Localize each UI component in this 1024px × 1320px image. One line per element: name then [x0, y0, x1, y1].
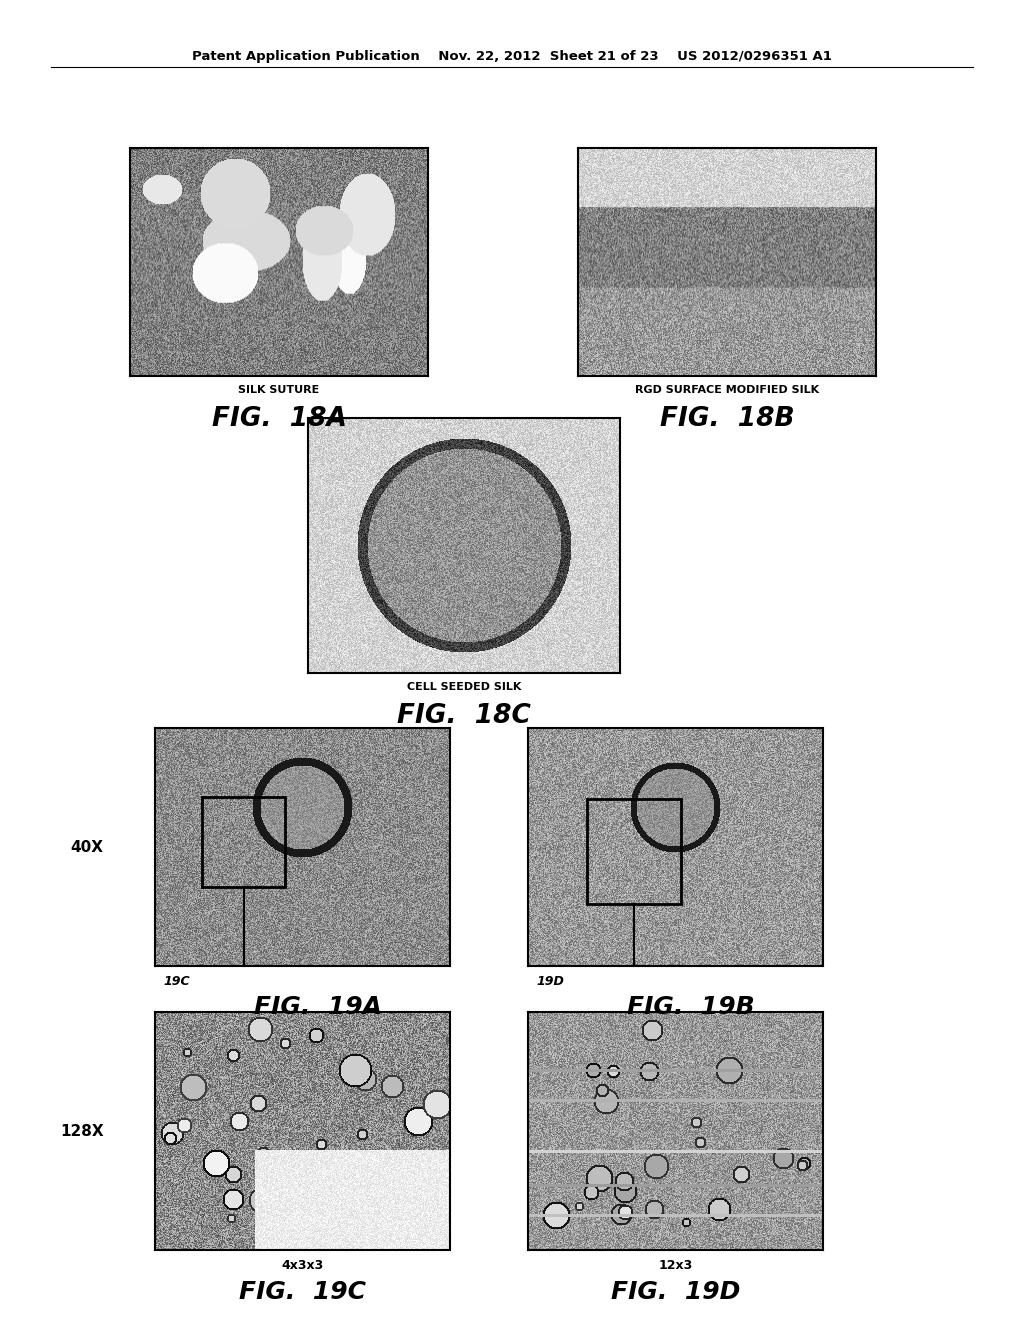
Text: SILK SUTURE: SILK SUTURE: [239, 385, 319, 395]
Text: 128X: 128X: [60, 1123, 103, 1138]
Text: FIG.  19A: FIG. 19A: [254, 995, 382, 1019]
Text: 40X: 40X: [71, 840, 103, 854]
Text: 4x3x3: 4x3x3: [282, 1259, 324, 1272]
Text: 12x3: 12x3: [658, 1259, 692, 1272]
Text: CELL SEEDED SILK: CELL SEEDED SILK: [407, 682, 521, 692]
Text: FIG.  18C: FIG. 18C: [397, 704, 530, 730]
Text: FIG.  19B: FIG. 19B: [627, 995, 755, 1019]
Text: Patent Application Publication    Nov. 22, 2012  Sheet 21 of 23    US 2012/02963: Patent Application Publication Nov. 22, …: [193, 50, 831, 63]
Text: FIG.  18B: FIG. 18B: [659, 407, 795, 433]
Text: 19D: 19D: [537, 975, 564, 989]
Text: RGD SURFACE MODIFIED SILK: RGD SURFACE MODIFIED SILK: [635, 385, 819, 395]
Bar: [202, 797, 285, 887]
Bar: [587, 800, 681, 904]
Text: FIG.  18A: FIG. 18A: [212, 407, 346, 433]
Text: FIG.  19D: FIG. 19D: [610, 1280, 740, 1304]
Text: 19C: 19C: [163, 975, 189, 989]
Text: FIG.  19C: FIG. 19C: [239, 1280, 366, 1304]
